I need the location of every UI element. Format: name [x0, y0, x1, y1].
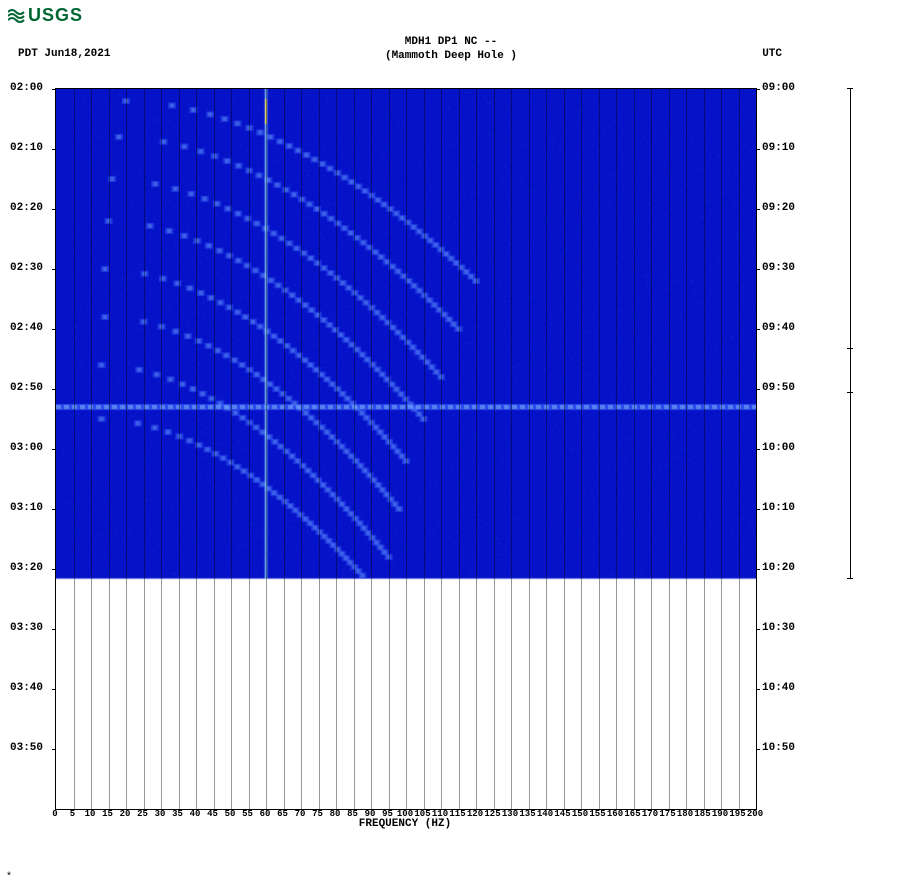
y-tick-left: 03:20 — [10, 562, 43, 574]
amplitude-scale-bar — [850, 88, 851, 578]
x-axis-label: FREQUENCY (HZ) — [55, 818, 755, 830]
y-tick-left: 02:50 — [10, 382, 43, 394]
logo-text: USGS — [28, 5, 83, 25]
y-tick-right: 10:40 — [762, 682, 795, 694]
y-tick-left: 02:30 — [10, 262, 43, 274]
y-tick-left: 03:30 — [10, 622, 43, 634]
y-tick-right: 10:20 — [762, 562, 795, 574]
y-tick-left: 02:00 — [10, 82, 43, 94]
y-tick-right: 10:50 — [762, 742, 795, 754]
y-tick-left: 02:10 — [10, 142, 43, 154]
y-tick-right: 09:10 — [762, 142, 795, 154]
y-tick-right: 10:00 — [762, 442, 795, 454]
header-right-label: UTC — [762, 48, 782, 60]
title-line1: MDH1 DP1 NC -- — [405, 36, 497, 48]
y-tick-left: 03:50 — [10, 742, 43, 754]
y-tick-left: 03:10 — [10, 502, 43, 514]
footer-mark: * — [6, 872, 12, 883]
y-tick-right: 10:30 — [762, 622, 795, 634]
spectrogram-plot — [55, 88, 757, 810]
y-tick-right: 09:00 — [762, 82, 795, 94]
y-tick-right: 09:50 — [762, 382, 795, 394]
y-tick-right: 09:40 — [762, 322, 795, 334]
usgs-logo: USGS — [8, 5, 83, 26]
title-line2: (Mammoth Deep Hole ) — [385, 50, 517, 62]
header-left-label: PDT Jun18,2021 — [18, 48, 110, 60]
wave-icon — [8, 8, 28, 24]
y-tick-right: 09:30 — [762, 262, 795, 274]
y-tick-right: 10:10 — [762, 502, 795, 514]
y-tick-left: 02:20 — [10, 202, 43, 214]
y-tick-left: 02:40 — [10, 322, 43, 334]
y-tick-left: 03:00 — [10, 442, 43, 454]
y-tick-left: 03:40 — [10, 682, 43, 694]
y-tick-right: 09:20 — [762, 202, 795, 214]
